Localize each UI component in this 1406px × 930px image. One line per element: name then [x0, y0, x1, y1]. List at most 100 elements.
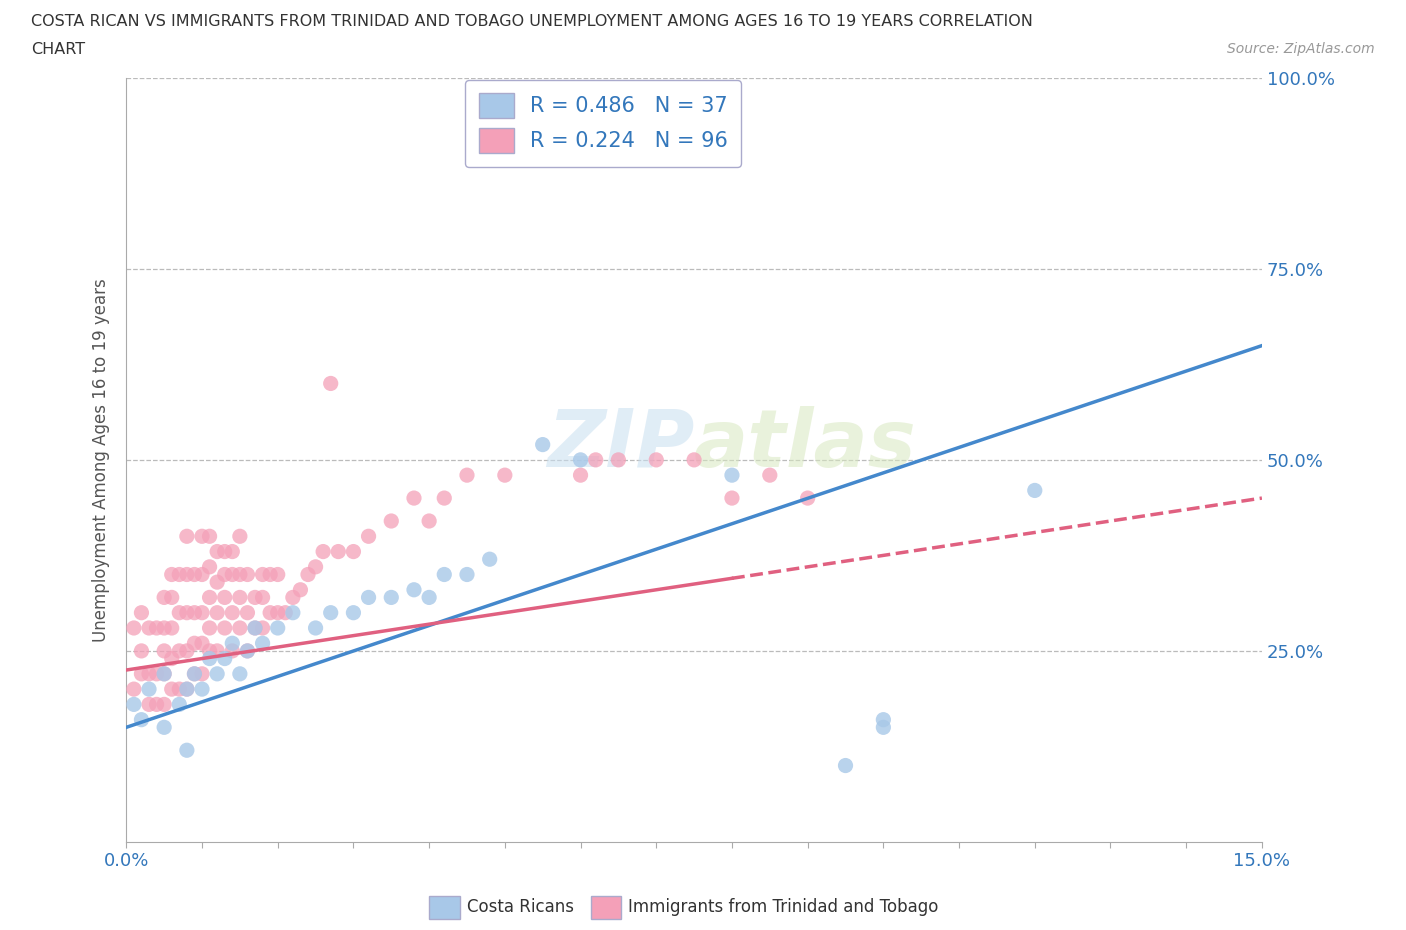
Point — [267, 567, 290, 582]
Point — [342, 605, 364, 620]
Point — [205, 644, 228, 658]
Point — [357, 590, 380, 604]
Point — [122, 620, 145, 635]
Point — [297, 567, 319, 582]
Point — [176, 682, 198, 697]
Point — [328, 544, 350, 559]
Point — [153, 644, 176, 658]
Point — [183, 667, 205, 682]
Point — [214, 590, 236, 604]
Point — [221, 605, 243, 620]
Point — [191, 605, 214, 620]
Point — [456, 567, 478, 582]
Point — [267, 620, 290, 635]
Point — [160, 651, 183, 666]
Point — [205, 575, 228, 590]
Point — [221, 644, 243, 658]
Point — [153, 590, 176, 604]
Point — [304, 560, 326, 575]
Point — [191, 529, 214, 544]
Point — [198, 529, 221, 544]
Point — [176, 529, 198, 544]
Point — [169, 567, 191, 582]
Point — [252, 567, 274, 582]
Point — [259, 605, 281, 620]
Point — [252, 636, 274, 651]
Point — [478, 551, 501, 566]
Point — [169, 605, 191, 620]
Point — [145, 667, 167, 682]
Point — [145, 620, 167, 635]
Point — [153, 697, 176, 711]
Point — [834, 758, 856, 773]
Point — [205, 667, 228, 682]
Point — [131, 712, 153, 727]
Point — [191, 667, 214, 682]
Point — [214, 651, 236, 666]
Point — [229, 620, 252, 635]
Point — [418, 513, 440, 528]
Point — [229, 529, 252, 544]
Text: atlas: atlas — [695, 405, 917, 484]
Point — [153, 667, 176, 682]
Point — [721, 491, 744, 506]
Point — [131, 644, 153, 658]
Point — [221, 567, 243, 582]
Point — [607, 452, 630, 467]
Point — [1024, 483, 1046, 498]
Point — [229, 567, 252, 582]
Point — [169, 697, 191, 711]
Point — [138, 697, 160, 711]
Legend: R = 0.486   N = 37, R = 0.224   N = 96: R = 0.486 N = 37, R = 0.224 N = 96 — [465, 80, 741, 166]
Point — [138, 682, 160, 697]
Point — [721, 468, 744, 483]
Point — [319, 605, 342, 620]
Point — [176, 743, 198, 758]
Point — [433, 491, 456, 506]
Point — [153, 720, 176, 735]
Point — [205, 605, 228, 620]
Point — [160, 590, 183, 604]
Point — [198, 651, 221, 666]
Point — [229, 590, 252, 604]
Point — [176, 644, 198, 658]
Point — [214, 567, 236, 582]
Point — [267, 605, 290, 620]
Point — [183, 567, 205, 582]
Text: Costa Ricans: Costa Ricans — [467, 897, 574, 916]
Point — [872, 712, 894, 727]
Point — [198, 590, 221, 604]
Point — [145, 697, 167, 711]
Point — [259, 567, 281, 582]
Point — [183, 605, 205, 620]
Point — [402, 582, 425, 597]
Point — [569, 452, 592, 467]
Point — [122, 697, 145, 711]
Point — [319, 376, 342, 391]
Point — [221, 636, 243, 651]
Point — [198, 644, 221, 658]
Point — [214, 544, 236, 559]
Point — [585, 452, 607, 467]
Point — [236, 644, 259, 658]
Point — [274, 605, 297, 620]
Point — [236, 605, 259, 620]
Point — [456, 468, 478, 483]
Point — [312, 544, 335, 559]
Point — [342, 544, 364, 559]
Point — [243, 590, 266, 604]
Text: COSTA RICAN VS IMMIGRANTS FROM TRINIDAD AND TOBAGO UNEMPLOYMENT AMONG AGES 16 TO: COSTA RICAN VS IMMIGRANTS FROM TRINIDAD … — [31, 14, 1033, 29]
Point — [191, 636, 214, 651]
Point — [221, 544, 243, 559]
Point — [433, 567, 456, 582]
Point — [122, 682, 145, 697]
Point — [872, 720, 894, 735]
Text: CHART: CHART — [31, 42, 84, 57]
Point — [252, 590, 274, 604]
Point — [236, 644, 259, 658]
Point — [683, 452, 706, 467]
Point — [176, 682, 198, 697]
Point — [198, 560, 221, 575]
Point — [304, 620, 326, 635]
Point — [160, 567, 183, 582]
